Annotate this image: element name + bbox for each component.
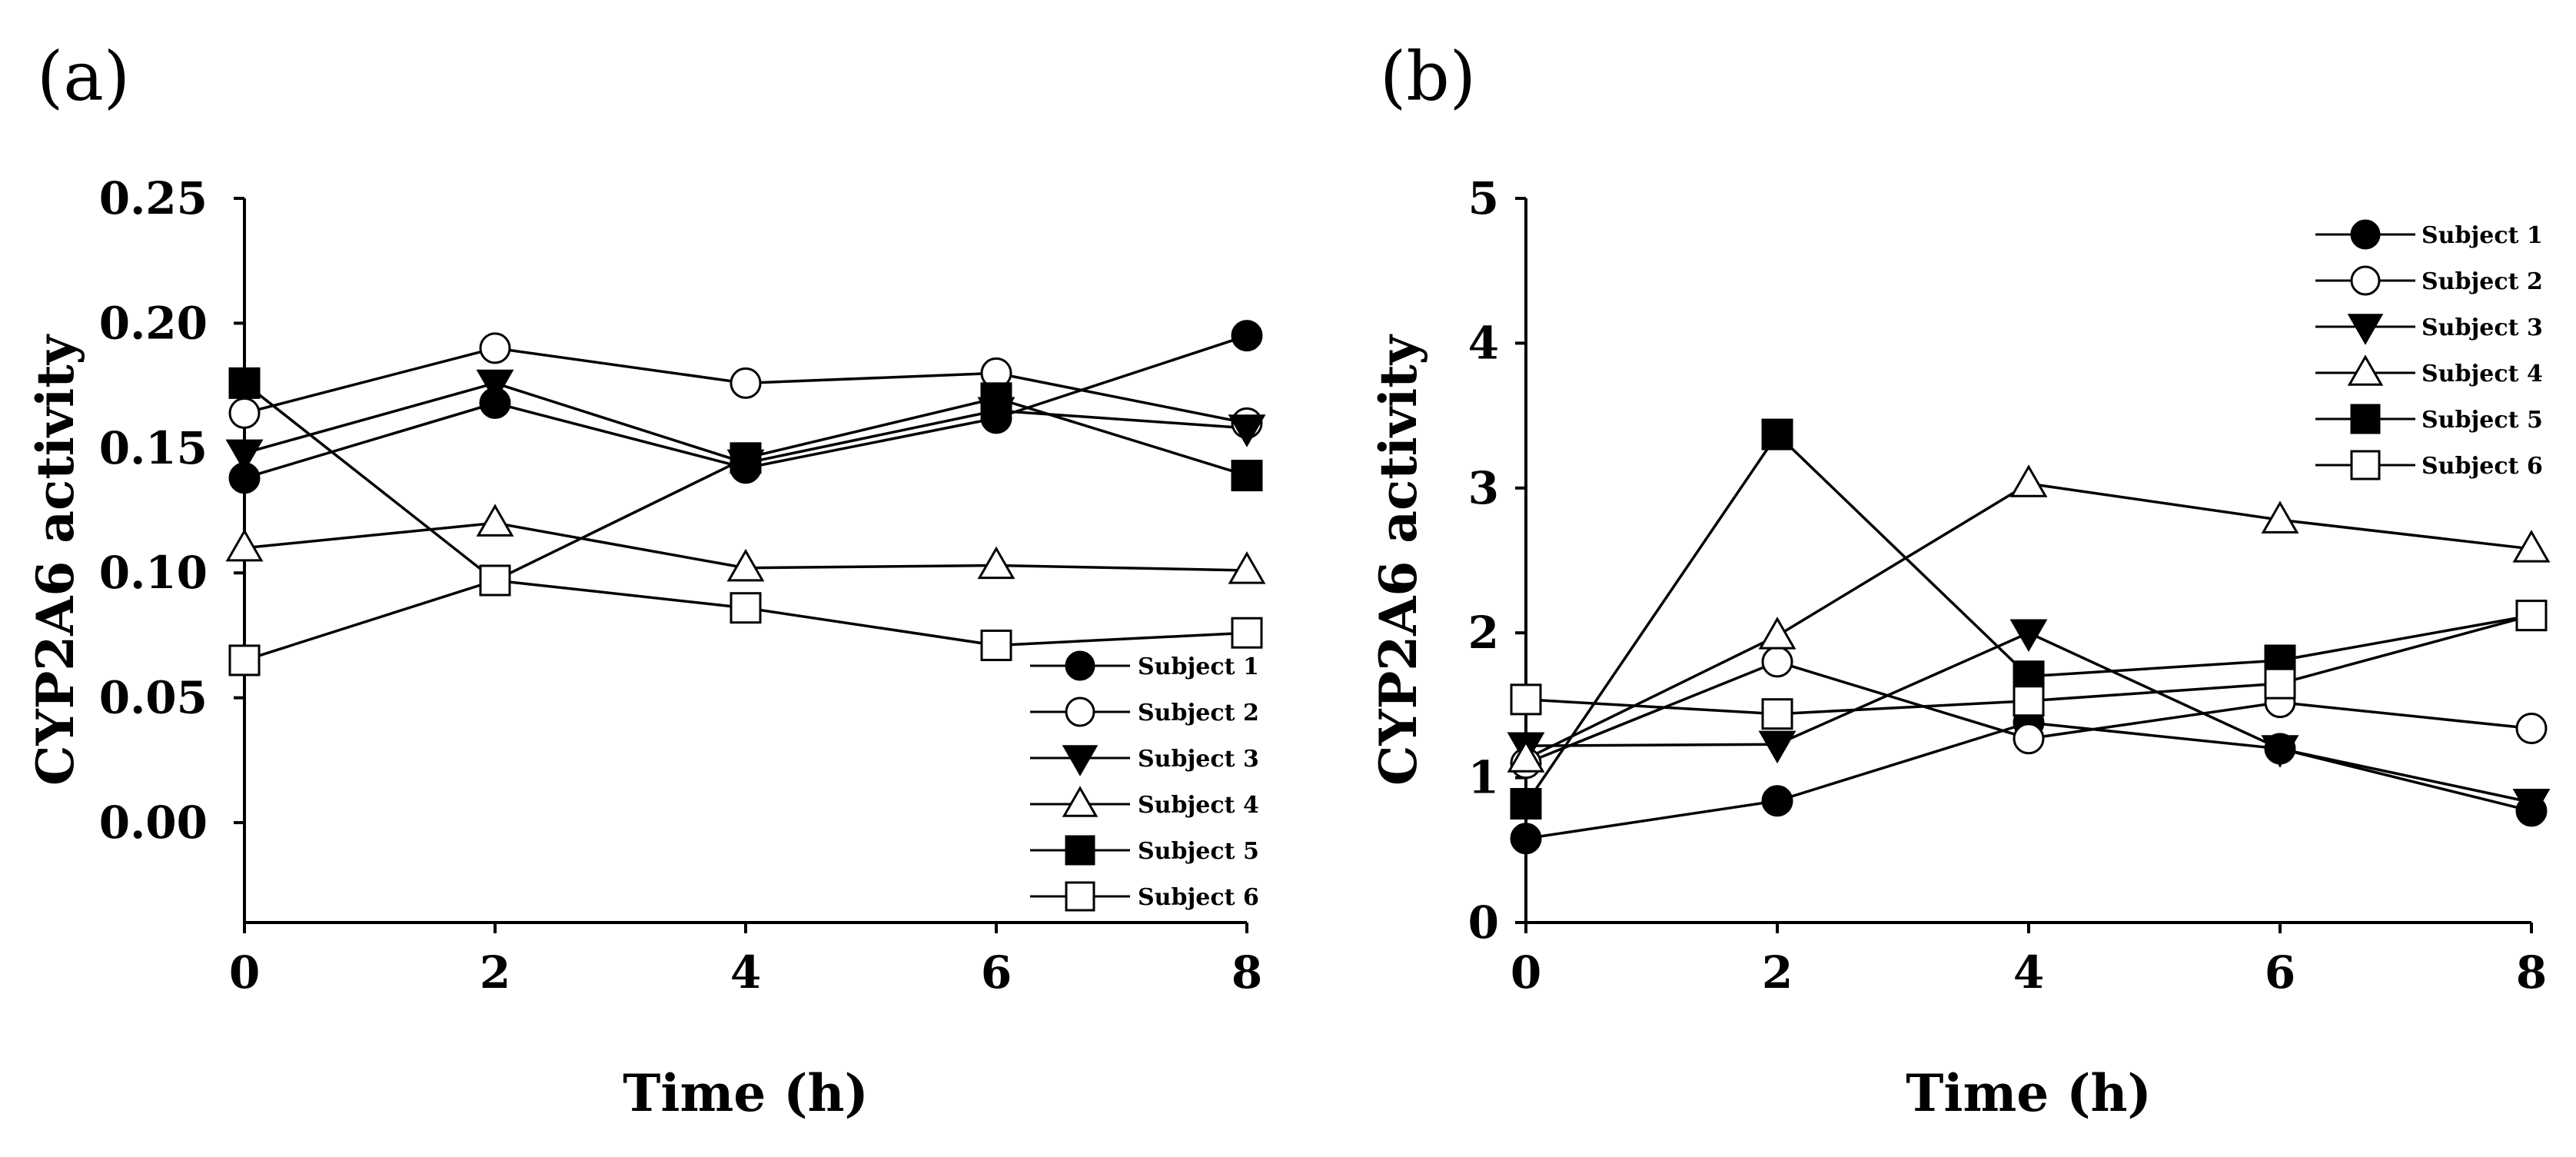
data-point-subject-3 [2009,619,2048,653]
y-tick-label: 4 [1468,317,1499,369]
data-point-subject-2 [730,367,762,399]
legend-label: Subject 4 [1138,792,1259,819]
legend-label: Subject 3 [1138,746,1259,773]
legend-label: Subject 5 [1138,838,1259,865]
data-point-subject-4 [2009,464,2048,497]
legend-marker [1065,650,1095,681]
legend-marker [2347,314,2384,345]
data-point-subject-4 [726,548,765,582]
data-point-subject-6 [2264,667,2296,700]
data-point-subject-3 [2512,788,2551,822]
legend-marker [1065,881,1095,912]
data-point-subject-3 [225,439,264,473]
data-point-subject-3 [1758,730,1797,764]
data-point-subject-6 [1510,683,1542,716]
y-tick-label: 0.10 [99,547,208,599]
data-point-subject-3 [1228,414,1266,447]
data-point-subject-2 [1761,646,1793,678]
legend-marker [2350,219,2381,250]
data-point-subject-5 [730,442,762,474]
y-tick-label: 1 [1468,752,1499,804]
y-tick-label: 0.05 [99,672,208,724]
chart-panel-b: (b) 0 1 2 3 4 5 0 2 4 6 8 Time (h) CYP2A6 activity Sub… [1368,37,2551,1123]
legend-marker [1065,697,1095,727]
legend-marker [2350,404,2381,434]
x-tick-label: 2 [1762,946,1793,999]
data-point-subject-2 [2515,713,2548,745]
data-point-subject-5 [980,382,1012,414]
data-point-subject-6 [2013,685,2045,717]
legend-marker [2350,265,2381,296]
legend-marker [2347,354,2384,386]
legend-label: Subject 3 [2421,314,2543,341]
data-point-subject-2 [2013,723,2045,755]
data-point-subject-4 [1228,551,1266,584]
data-point-subject-3 [2261,735,2299,768]
data-point-subject-4 [476,504,514,537]
data-point-subject-4 [2512,530,2551,563]
y-tick-label: 3 [1468,462,1499,514]
x-tick-label: 0 [229,946,260,999]
data-point-subject-1 [1231,320,1263,352]
panel-label: (a) [37,37,130,116]
data-point-subject-6 [980,629,1012,661]
legend-marker [1062,786,1099,817]
data-point-subject-6 [730,592,762,624]
legend: Subject 1 Subject 2 Subject 3 Subject 4 Subj… [2315,219,2543,480]
data-point-subject-6 [479,564,511,597]
legend-label: Subject 2 [2421,268,2543,295]
legend-label: Subject 2 [1138,700,1259,726]
y-tick-label: 0.00 [99,796,208,849]
legend-label: Subject 6 [1138,884,1259,911]
y-axis-title: CYP2A6 activity [25,334,85,786]
x-tick-label: 4 [730,946,761,999]
data-point-subject-4 [977,546,1015,580]
y-tick-label: 0 [1468,896,1499,949]
y-tick-label: 0.15 [99,422,208,474]
y-tick-label: 5 [1468,172,1499,224]
y-tick-label: 0.20 [99,297,208,349]
x-tick-label: 8 [1231,946,1262,999]
data-point-subject-3 [476,369,514,403]
x-tick-label: 2 [480,946,510,999]
data-point-subject-6 [1231,617,1263,649]
legend-label: Subject 6 [2421,453,2543,480]
data-point-subject-4 [2261,500,2299,534]
data-point-subject-6 [2515,600,2548,632]
data-point-subject-4 [1758,617,1797,650]
data-point-subject-5 [1510,788,1542,820]
legend-label: Subject 4 [2421,361,2543,387]
legend-marker [1062,745,1099,776]
legend-label: Subject 5 [2421,407,2543,434]
data-point-subject-2 [479,332,511,364]
legend: Subject 1 Subject 2 Subject 3 Subject 4 Subj… [1030,650,1259,912]
legend-label: Subject 1 [1138,653,1259,680]
x-axis-title: Time (h) [1906,1063,2151,1123]
y-tick-label: 0.25 [99,172,208,224]
data-point-subject-2 [228,397,261,429]
legend-label: Subject 1 [2421,222,2543,249]
y-tick-label: 2 [1468,607,1499,659]
x-tick-label: 4 [2013,946,2044,999]
data-point-subject-6 [1761,698,1793,730]
data-point-subject-6 [228,644,261,677]
data-point-subject-5 [228,367,261,399]
data-point-subject-5 [1231,460,1263,492]
data-point-subject-4 [1507,740,1545,773]
chart-panel-a: (a) 0.00 0.05 0.10 0.15 0.20 0.25 0 2 4 6 8 Time (h)… [25,37,1266,1123]
x-tick-label: 6 [981,946,1012,999]
x-tick-label: 0 [1511,946,1541,999]
data-point-subject-1 [1510,823,1542,855]
data-point-subject-1 [1761,785,1793,817]
y-axis-title: CYP2A6 activity [1368,334,1428,786]
legend-marker [2350,450,2381,480]
x-axis-title: Time (h) [623,1063,868,1123]
data-point-subject-5 [1761,418,1793,450]
data-point-subject-4 [225,528,264,562]
panel-label: (b) [1380,37,1476,116]
legend-marker [1065,835,1095,866]
x-tick-label: 8 [2516,946,2547,999]
x-tick-label: 6 [2265,946,2295,999]
